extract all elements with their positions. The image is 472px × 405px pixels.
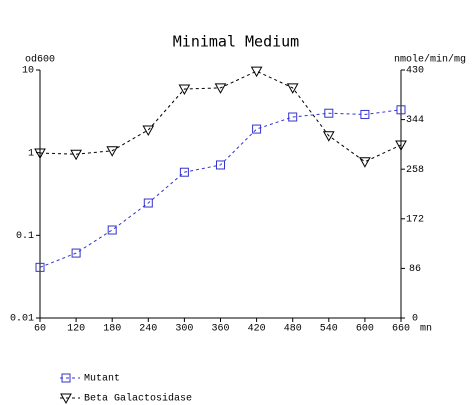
x-tick-label: 540 (320, 324, 338, 335)
marker (250, 66, 263, 78)
marker (179, 167, 189, 177)
y2-tick-label: 430 (406, 66, 424, 77)
y2-tick-label: 172 (406, 214, 424, 225)
x-tick-label: 180 (103, 324, 121, 335)
x-tick-label: 240 (139, 324, 157, 335)
x-tick-label: 420 (248, 324, 266, 335)
marker (360, 109, 370, 119)
y-axis-label: od600 (25, 54, 55, 66)
marker (322, 131, 335, 142)
x-tick-label: 600 (356, 324, 374, 335)
y2-tick-label: 258 (406, 165, 424, 176)
x-tick-label: 120 (67, 324, 85, 335)
marker (252, 124, 262, 134)
marker (288, 112, 298, 122)
marker (396, 105, 406, 115)
marker (71, 248, 81, 258)
x-axis-label: mn (420, 324, 432, 335)
marker (70, 149, 82, 161)
y2-tick-label: 0 (412, 314, 418, 325)
y-tick-label: 10 (22, 66, 34, 77)
marker (324, 108, 334, 118)
x-tick-label: 660 (392, 324, 410, 335)
y-tick-label: 0.01 (10, 314, 34, 325)
chart-title: Minimal Medium (173, 33, 299, 51)
y-tick-label: 0.1 (16, 231, 34, 242)
marker (359, 157, 371, 168)
marker (35, 262, 45, 272)
marker (34, 148, 46, 160)
x-tick-label: 360 (211, 324, 229, 335)
marker (61, 373, 71, 383)
x-tick-label: 300 (175, 324, 193, 335)
marker (106, 146, 119, 157)
marker (178, 84, 191, 96)
series-line (39, 70, 402, 163)
marker (395, 140, 407, 152)
series-line (39, 109, 402, 268)
x-tick-label: 480 (284, 324, 302, 335)
marker (143, 198, 153, 208)
y-tick-label: 1 (28, 148, 34, 159)
y2-tick-label: 86 (409, 264, 421, 275)
marker (142, 125, 155, 137)
legend-label: Mutant (84, 374, 120, 385)
marker (216, 160, 225, 170)
marker (107, 225, 117, 235)
y2-tick-label: 344 (406, 115, 424, 126)
legend-label: Beta Galactosidase (84, 393, 192, 405)
marker (60, 393, 72, 405)
x-tick-label: 60 (34, 324, 46, 335)
marker (286, 83, 299, 94)
marker (214, 83, 227, 94)
y2-axis-label: nmole/min/mg (394, 54, 466, 66)
